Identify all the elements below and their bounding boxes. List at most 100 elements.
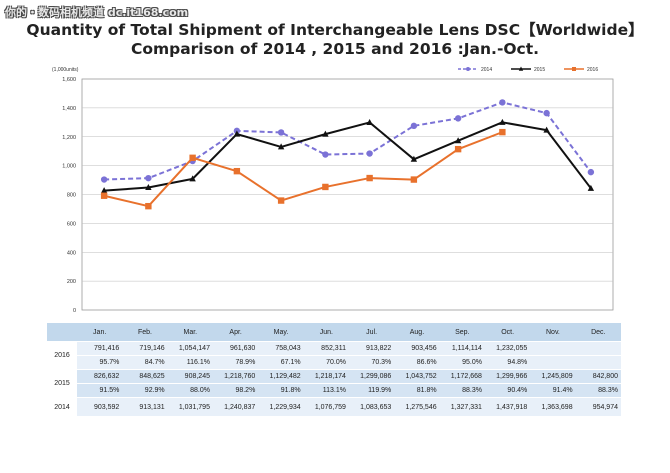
- point-2016: [277, 197, 285, 204]
- series-line-2014: [104, 101, 592, 181]
- table-row: 2015 826,632 848,625 908,245 1,218,760 1,129,…: [47, 369, 621, 398]
- point-2015: [543, 126, 550, 133]
- table-cell-value: 961,630: [212, 341, 259, 356]
- table-header-month: Jan.: [77, 323, 123, 342]
- table-cell-value: 903,592: [77, 397, 123, 417]
- y-tick-label: 200: [67, 279, 76, 285]
- table-cell-percent: 98.2%: [212, 383, 259, 398]
- table-cell-percent: 113.1%: [303, 383, 349, 398]
- point-2015: [277, 143, 285, 150]
- table-cell-value: 848,625: [122, 369, 168, 384]
- point-2014: [543, 109, 550, 117]
- point-2014: [454, 115, 462, 122]
- series-line-2015: [104, 121, 592, 192]
- table-cell-percent: 92.9%: [122, 383, 168, 398]
- point-2016: [189, 154, 196, 162]
- point-2014: [499, 99, 506, 106]
- table-cell-value: 1,245,809: [530, 369, 576, 384]
- table-cell-percent: 81.8%: [394, 383, 440, 398]
- table-header-month: Sep.: [439, 323, 485, 342]
- table-cell-percent: 70.0%: [303, 355, 349, 370]
- table-cell-value: 1,172,668: [439, 369, 485, 384]
- table-cell-percent: 84.7%: [122, 355, 168, 370]
- table-cell-percent: 78.9%: [212, 355, 259, 370]
- table-header-month: Jul.: [348, 323, 395, 342]
- table-cell-percent: [575, 355, 621, 370]
- table-year-label: 2015: [47, 369, 77, 398]
- table-cell-value: 1,218,174: [303, 369, 349, 384]
- table-cell-value: 913,822: [348, 341, 395, 356]
- y-axis-label: (1,000units): [52, 67, 79, 73]
- line-chart: 0 200 400 600 800 1,000 1,200 1,400 1,600 (1,000u…: [52, 66, 614, 314]
- table-cell-percent: 95.7%: [77, 355, 123, 370]
- watermark: 你的・数码相机频道 dc.it168.com: [5, 6, 189, 19]
- point-2015: [145, 183, 152, 190]
- table-cell-value: 1,218,760: [212, 369, 259, 384]
- chart-subtitle: Comparison of 2014 , 2015 and 2016 :Jan.…: [130, 40, 540, 58]
- table-cell-value: 791,416: [77, 341, 123, 356]
- point-2016: [366, 174, 373, 182]
- point-2015: [499, 118, 506, 125]
- point-2014: [410, 122, 418, 130]
- table-cell-value: 1,076,759: [303, 397, 349, 417]
- table-row: 91.5% 92.9% 88.0% 98.2% 91.8% 113.1% 119.9% 81.…: [47, 383, 621, 398]
- table-cell-value: 852,311: [303, 341, 349, 356]
- point-2014: [100, 176, 108, 183]
- point-2014: [366, 150, 373, 157]
- legend-label-2014: 2014: [481, 67, 492, 73]
- table-row: 95.7% 84.7% 116.1% 78.9% 67.1% 70.0% 70.3% 86.6…: [47, 355, 621, 370]
- point-2016: [145, 202, 152, 210]
- point-2016: [499, 128, 506, 136]
- table-header-month: Dec.: [575, 323, 621, 342]
- table-cell-value: 1,229,934: [258, 397, 304, 417]
- table-header-month: Mar.: [167, 323, 213, 342]
- y-tick-label: 1,000: [62, 164, 76, 170]
- point-2014: [277, 129, 285, 136]
- table-year-label: 2016: [47, 341, 77, 370]
- table-cell-percent: 90.4%: [484, 383, 531, 398]
- series-line-2016: [103, 131, 503, 208]
- y-tick-label: 1,600: [62, 77, 76, 83]
- table-cell-value: 1,083,653: [348, 397, 395, 417]
- table-corner: [47, 323, 77, 342]
- point-2014: [587, 168, 595, 176]
- point-2016: [233, 167, 241, 175]
- table-cell-percent: [530, 355, 576, 370]
- table-cell-value: 903,456: [394, 341, 440, 356]
- table-header-month: Oct.: [484, 323, 531, 342]
- chart-title: Quantity of Total Shipment of Interchang…: [26, 21, 644, 39]
- legend-label-2015: 2015: [534, 67, 545, 73]
- legend-marker-2014: [466, 67, 470, 71]
- point-2015: [189, 175, 196, 182]
- table-cell-value: 1,327,331: [439, 397, 485, 417]
- table-year-label: 2014: [47, 397, 77, 417]
- point-2015: [322, 130, 329, 137]
- point-2015: [454, 137, 462, 144]
- table-cell-percent: 91.5%: [77, 383, 123, 398]
- table-cell-percent: 91.4%: [530, 383, 576, 398]
- table-cell-value: 842,800: [575, 369, 621, 384]
- table-row: 2016 791,416 719,146 1,054,147 961,630 758,04…: [47, 341, 621, 370]
- legend-marker-2016: [572, 67, 576, 71]
- y-tick-label: 800: [67, 193, 76, 199]
- table-cell-value: 1,114,114: [439, 341, 485, 356]
- y-tick-label: 1,400: [62, 106, 76, 112]
- table-header-month: Jun.: [303, 323, 349, 342]
- table-cell-percent: 116.1%: [167, 355, 213, 370]
- legend-label-2016: 2016: [587, 67, 598, 73]
- table-header-month: Aug.: [394, 323, 440, 342]
- table-cell-percent: 88.3%: [575, 383, 621, 398]
- table-cell-value: 1,054,147: [167, 341, 213, 356]
- y-tick-label: 400: [67, 250, 76, 256]
- point-2014: [145, 174, 152, 182]
- table-cell-value: 1,299,966: [484, 369, 531, 384]
- table-cell-value: 1,043,752: [394, 369, 440, 384]
- table-cell-percent: 88.0%: [167, 383, 213, 398]
- table-cell-value: 1,240,837: [212, 397, 259, 417]
- table-cell-value: 954,974: [575, 397, 621, 417]
- table-cell-value: [530, 341, 576, 356]
- y-tick-label: 600: [67, 221, 76, 227]
- point-2015: [366, 118, 373, 125]
- y-tick-label: 0: [73, 308, 76, 314]
- table-cell-percent: 95.0%: [439, 355, 485, 370]
